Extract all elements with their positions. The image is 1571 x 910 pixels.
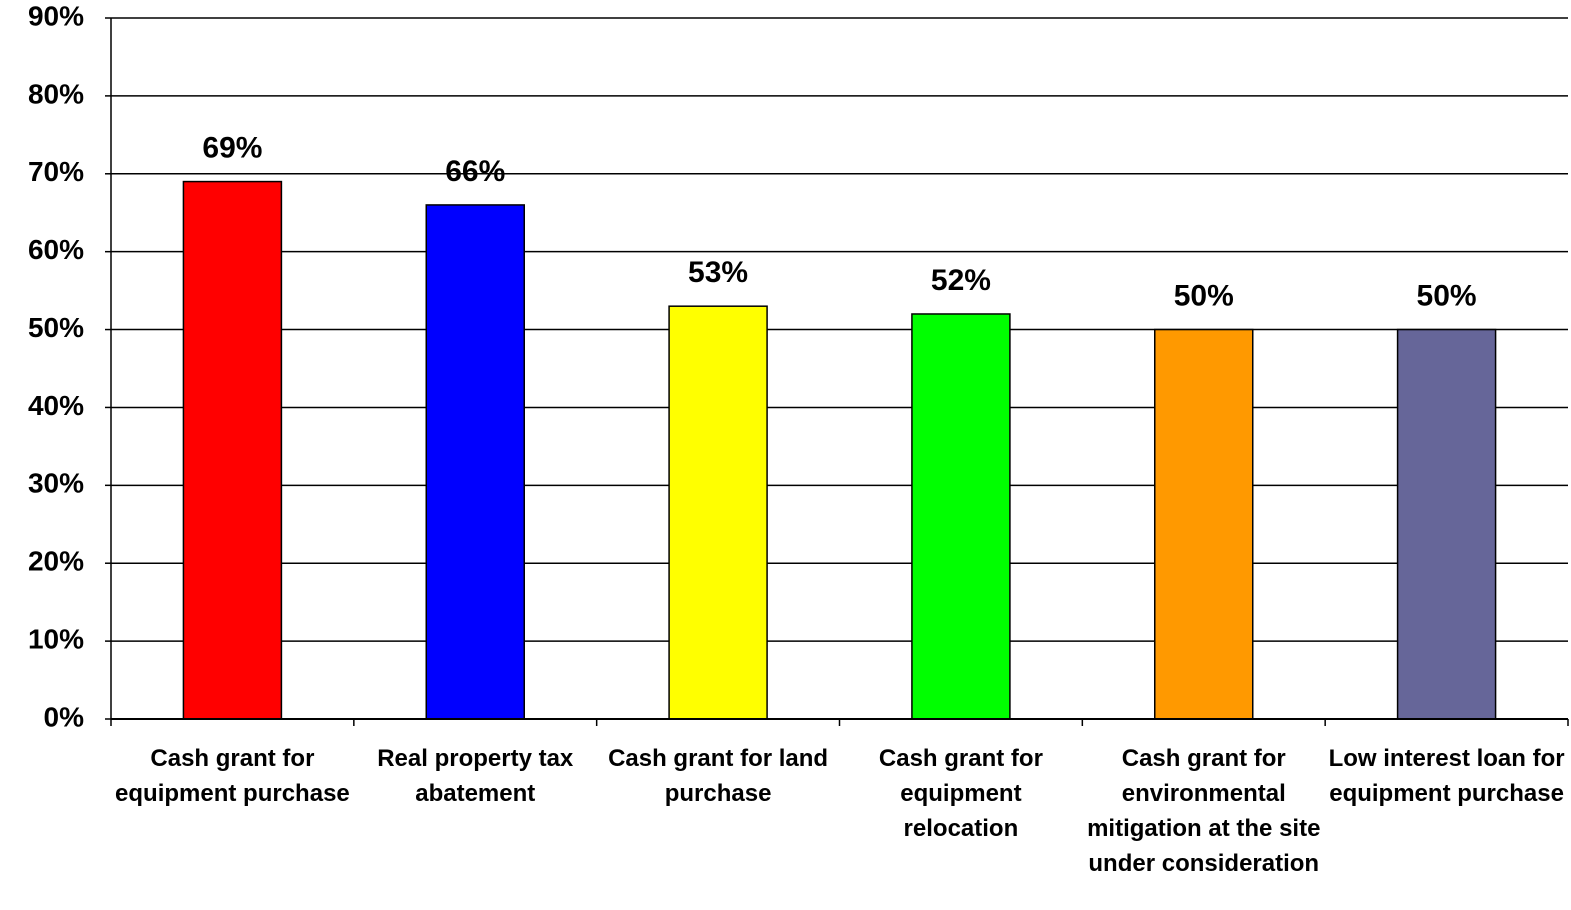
x-tick-label: Real property tax abatement [377,745,574,807]
y-tick-label: 90% [28,0,84,31]
bar [1396,328,1497,720]
data-label: 69% [202,131,262,164]
bar [182,180,283,720]
y-tick-label: 30% [28,468,84,499]
y-tick-label: 50% [28,312,84,343]
y-tick-label: 0% [44,701,85,732]
x-tick-label: Cash grant for equipment relocation [878,745,1043,842]
bar [425,204,525,720]
data-label: 52% [931,264,991,297]
bar [668,305,768,720]
bar [1154,328,1254,720]
data-label: 50% [1417,279,1477,312]
data-label: 53% [688,256,748,289]
bar [911,313,1011,720]
y-tick-label: 70% [28,156,84,187]
x-tick-label: Cash grant for land purchase [608,745,829,807]
data-label: 50% [1174,279,1234,312]
x-tick-label: Cash grant for environmental mitigation … [1087,745,1321,877]
y-tick-label: 10% [28,624,84,655]
y-tick-label: 60% [28,234,84,265]
data-label: 66% [445,155,505,188]
y-tick-label: 20% [28,546,84,577]
x-tick-label: Cash grant for equipment purchase [115,745,350,807]
x-tick-label: Low interest loan for equipment purchase [1328,745,1565,807]
y-tick-label: 80% [28,78,84,109]
y-tick-label: 40% [28,390,84,421]
